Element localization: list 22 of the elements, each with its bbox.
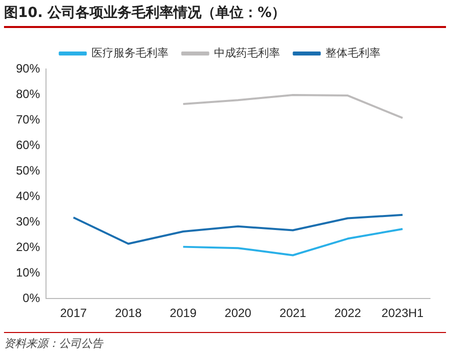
x-tick-label: 2021 <box>280 306 307 320</box>
x-tick-label: 2022 <box>334 306 362 320</box>
y-tick-label: 90% <box>16 61 40 76</box>
text: 资料来源：公司公告 <box>4 332 446 351</box>
y-tick-label: 50% <box>16 163 40 178</box>
y-tick-label: 30% <box>16 214 40 228</box>
legend-label: 整体毛利率 <box>325 46 380 60</box>
legend-label: 医疗服务毛利率 <box>91 46 168 60</box>
x-tick-label: 2023H1 <box>382 306 424 320</box>
y-tick-label: 20% <box>16 240 40 254</box>
x-tick-label: 2018 <box>114 306 142 320</box>
x-tick-label: 2017 <box>60 306 88 320</box>
y-tick-label: 60% <box>16 138 40 152</box>
y-tick-label: 40% <box>16 188 40 203</box>
y-tick-label: 0% <box>22 290 40 305</box>
chart-title: 图10. 公司各项业务毛利率情况（单位：%） <box>4 4 446 28</box>
x-tick-label: 2020 <box>224 306 252 320</box>
legend-label: 中成药毛利率 <box>214 46 280 60</box>
x-tick-label: 2019 <box>170 306 197 320</box>
y-tick-label: 80% <box>16 86 40 101</box>
y-tick-label: 70% <box>16 112 40 126</box>
y-tick-label: 10% <box>16 265 40 280</box>
